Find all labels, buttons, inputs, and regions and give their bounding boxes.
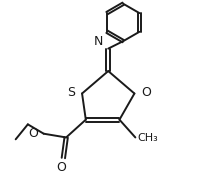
Text: CH₃: CH₃	[138, 133, 158, 143]
Text: N: N	[93, 35, 103, 48]
Text: S: S	[68, 86, 75, 99]
Text: O: O	[57, 161, 66, 174]
Text: O: O	[141, 86, 151, 99]
Text: O: O	[28, 127, 38, 140]
